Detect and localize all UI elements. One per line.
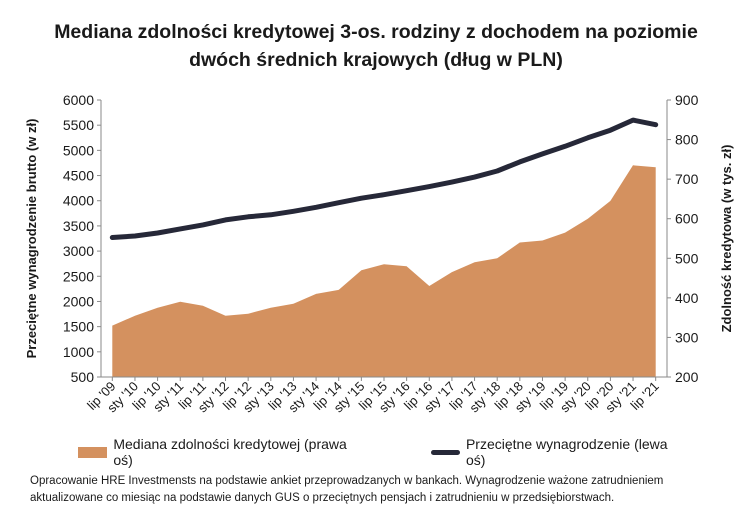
right-tick-label: 800 <box>675 132 699 148</box>
left-axis-title: Przeciętne wynagrodzenie brutto (w zł) <box>24 119 39 359</box>
line-series-path <box>109 117 659 240</box>
right-tick-label: 400 <box>675 290 699 306</box>
right-tick-label: 700 <box>675 171 699 187</box>
right-axis-title: Zdolność kredytowa (w tys. zł) <box>719 145 734 333</box>
right-tick-label: 300 <box>675 329 699 345</box>
left-tick-label: 3500 <box>63 218 94 234</box>
left-tick-label: 2500 <box>63 268 94 284</box>
left-tick-label: 1000 <box>63 344 94 360</box>
left-tick-label: 6000 <box>63 92 94 108</box>
left-tick-label: 4000 <box>63 193 94 209</box>
legend-swatch-line <box>430 449 460 455</box>
left-tick-label: 1500 <box>63 319 94 335</box>
left-tick-label: 500 <box>71 369 95 385</box>
chart-title-line-2: dwóch średnich krajowych (dług w PLN) <box>189 49 563 71</box>
right-tick-label: 500 <box>675 250 699 266</box>
chart-title-line-1: Mediana zdolności kredytowej 3-os. rodzi… <box>54 21 698 43</box>
left-tick-label: 5500 <box>63 117 94 133</box>
right-tick-label: 600 <box>675 211 699 227</box>
left-tick-label: 3000 <box>63 243 94 259</box>
legend: Mediana zdolności kredytowej (prawa oś) … <box>78 436 752 468</box>
left-tick-label: 5000 <box>63 142 94 158</box>
chart-title: Mediana zdolności kredytowej 3-os. rodzi… <box>0 18 752 74</box>
left-tick-label: 2000 <box>63 293 94 309</box>
left-tick-label: 4500 <box>63 168 94 184</box>
legend-label-line: Przeciętne wynagrodzenie (lewa oś) <box>465 436 668 468</box>
legend-label-area: Mediana zdolności kredytowej (prawa oś) <box>113 436 347 468</box>
right-tick-label: 200 <box>675 369 699 385</box>
area-series-fill <box>112 165 656 377</box>
legend-item-line: Przeciętne wynagrodzenie (lewa oś) <box>430 436 686 468</box>
right-tick-label: 900 <box>675 92 699 108</box>
legend-item-area: Mediana zdolności kredytowej (prawa oś) <box>78 436 365 468</box>
legend-swatch-area <box>78 446 108 458</box>
source-note: Opracowanie HRE Investmensts na podstawi… <box>30 475 664 504</box>
